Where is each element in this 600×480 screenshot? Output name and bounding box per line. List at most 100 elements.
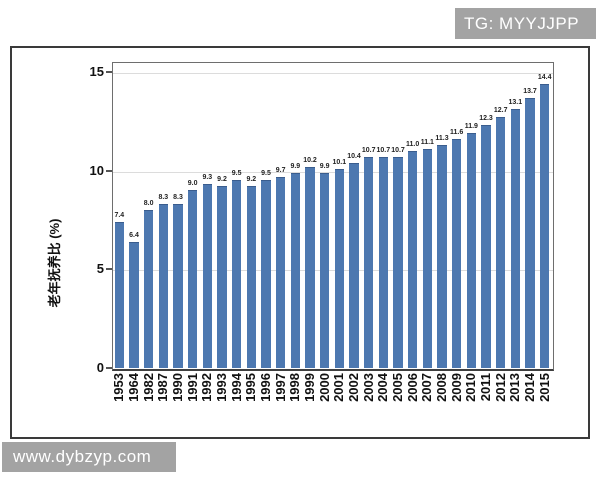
bar-value-label-1991: 9.0 — [187, 180, 198, 188]
bar-value-label-2006: 11.0 — [406, 140, 420, 148]
bar-1964 — [129, 241, 139, 368]
bar-value-label-1995: 9.2 — [246, 176, 257, 184]
x-tick-label-2012: 2012 — [492, 373, 508, 402]
bar-value-label-1964: 6.4 — [129, 231, 139, 239]
x-tick-label-2009: 2009 — [448, 373, 464, 402]
bar-1987 — [158, 204, 169, 368]
x-tick-label-2003: 2003 — [360, 373, 376, 402]
x-tick-label-1999: 1999 — [302, 373, 317, 402]
x-tick-label-2006: 2006 — [404, 373, 420, 402]
bar-2011 — [481, 125, 491, 368]
bar-value-label-1998: 9.9 — [290, 162, 301, 170]
bar-value-label-2014: 13.7 — [523, 87, 537, 95]
bar-value-label-1987: 8.3 — [158, 194, 169, 202]
x-tick-label-2005: 2005 — [390, 373, 405, 402]
bar-1991 — [187, 190, 198, 368]
bar-1997 — [275, 176, 286, 368]
bar-2014 — [525, 97, 535, 368]
bar-value-label-2015: 14.4 — [537, 73, 552, 81]
bar-value-label-1997: 9.7 — [275, 166, 286, 174]
bar-1993 — [217, 186, 227, 368]
plot-area — [112, 62, 554, 371]
x-tick-label-2011: 2011 — [478, 373, 493, 402]
bar-value-label-1982: 8.0 — [143, 200, 154, 208]
x-tick-label-1982: 1982 — [140, 373, 156, 402]
bar-value-label-1992: 9.3 — [202, 174, 213, 182]
bar-2008 — [437, 144, 447, 368]
bar-1992 — [202, 184, 213, 368]
bar-value-label-2000: 9.9 — [319, 162, 330, 170]
x-tick-label-1987: 1987 — [155, 373, 171, 402]
bar-2010 — [466, 133, 477, 368]
bar-2004 — [378, 156, 389, 368]
bar-2009 — [451, 138, 462, 368]
x-tick-label-2010: 2010 — [463, 373, 479, 402]
x-tick-label-2000: 2000 — [316, 373, 332, 402]
watermark-bottom-text: www.dybzyp.com — [13, 447, 152, 466]
bar-value-label-2005: 10.7 — [391, 146, 405, 154]
y-axis-title: 老年抚养比 (%) — [47, 218, 62, 308]
x-tick-label-1994: 1994 — [228, 373, 244, 402]
x-tick-label-1993: 1993 — [214, 373, 229, 402]
x-tick-label-1998: 1998 — [287, 373, 303, 402]
bar-1953 — [114, 221, 125, 368]
bar-value-label-2012: 12.7 — [493, 107, 508, 115]
x-tick-label-1996: 1996 — [258, 373, 273, 402]
bar-value-label-2003: 10.7 — [361, 146, 376, 154]
x-tick-label-2014: 2014 — [522, 373, 537, 402]
bar-1998 — [290, 172, 301, 368]
bar-value-label-2010: 11.9 — [464, 123, 478, 131]
y-tick-mark — [106, 169, 112, 172]
bar-value-label-2007: 11.1 — [420, 138, 434, 146]
bar-1982 — [143, 210, 154, 368]
x-tick-label-2004: 2004 — [375, 373, 391, 402]
bar-value-label-1999: 10.2 — [303, 156, 317, 164]
x-tick-label-1995: 1995 — [243, 373, 259, 402]
y-tick-label-5: 5 — [96, 261, 104, 277]
bar-value-label-2002: 10.4 — [347, 152, 361, 160]
bar-2002 — [349, 162, 359, 368]
x-tick-label-1953: 1953 — [111, 373, 127, 402]
x-tick-label-1964: 1964 — [126, 373, 141, 402]
bar-2005 — [393, 156, 403, 368]
bar-value-label-2008: 11.3 — [435, 134, 449, 142]
x-tick-label-1997: 1997 — [272, 373, 288, 402]
bar-1990 — [173, 204, 183, 368]
watermark-top-text: TG: MYYJJPP — [464, 13, 580, 33]
bar-2015 — [539, 83, 550, 368]
x-tick-label-2001: 2001 — [331, 373, 347, 402]
watermark-bottom: www.dybzyp.com — [2, 442, 176, 472]
bar-value-label-1993: 9.2 — [217, 176, 227, 184]
bar-1994 — [231, 180, 242, 368]
bar-2012 — [495, 117, 506, 368]
bar-1996 — [261, 180, 271, 368]
bar-value-label-2001: 10.1 — [332, 158, 347, 166]
gridline-y-10 — [113, 171, 553, 173]
y-tick-mark — [106, 70, 112, 73]
bar-value-label-2011: 12.3 — [479, 115, 493, 123]
bar-value-label-2004: 10.7 — [376, 146, 391, 154]
bar-value-label-1990: 8.3 — [173, 194, 183, 202]
x-tick-label-1991: 1991 — [184, 373, 200, 402]
y-tick-mark — [106, 268, 112, 271]
x-tick-label-2013: 2013 — [507, 373, 523, 402]
gridline-y-15 — [113, 72, 553, 74]
bar-1999 — [305, 166, 315, 368]
bar-2006 — [407, 150, 418, 368]
bar-2000 — [319, 172, 330, 368]
x-tick-label-1990: 1990 — [170, 373, 185, 402]
watermark-top: TG: MYYJJPP — [455, 8, 596, 39]
bar-2007 — [422, 148, 433, 368]
bar-2003 — [363, 156, 374, 368]
bar-1995 — [246, 186, 257, 368]
x-tick-label-1992: 1992 — [199, 373, 215, 402]
x-tick-label-2015: 2015 — [536, 373, 552, 402]
y-tick-label-0: 0 — [96, 360, 104, 375]
y-tick-mark — [106, 367, 112, 369]
bar-value-label-1953: 7.4 — [114, 211, 125, 219]
gridline-y-5 — [113, 270, 553, 272]
x-tick-label-2002: 2002 — [346, 373, 361, 402]
bar-value-label-2013: 13.1 — [508, 99, 523, 107]
y-tick-label-15: 15 — [89, 63, 104, 79]
